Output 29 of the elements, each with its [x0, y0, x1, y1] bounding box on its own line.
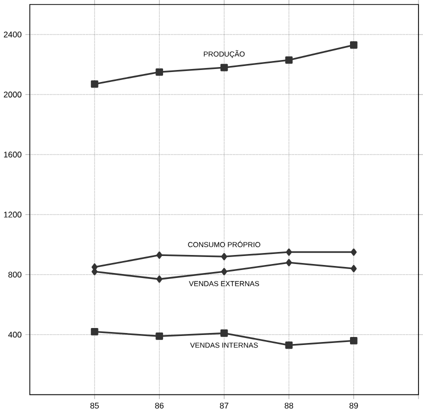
point [350, 336, 358, 344]
point [285, 56, 293, 64]
point [156, 332, 164, 340]
point [220, 329, 228, 337]
y-tick-label: 2400 [4, 32, 22, 38]
x-tick-label: 86 [155, 402, 164, 409]
y-tick-label: 800 [8, 272, 22, 278]
x-tick-label: 85 [90, 402, 99, 409]
y-tick-label: 400 [8, 332, 22, 338]
point [350, 41, 358, 49]
x-tick-label: 87 [220, 402, 228, 409]
y-tick-label: 1200 [4, 212, 22, 218]
point [90, 328, 98, 336]
point [156, 68, 164, 76]
point [220, 64, 228, 72]
point [221, 252, 228, 260]
x-tick-label: 89 [349, 402, 358, 409]
point [156, 275, 162, 283]
point [221, 268, 228, 276]
point [350, 264, 357, 272]
point [90, 80, 98, 88]
y-tick-label: 1600 [4, 152, 22, 158]
point [286, 258, 292, 266]
point [156, 251, 162, 259]
point [350, 248, 357, 256]
y-tick-label: 2000 [4, 92, 22, 98]
point [286, 248, 292, 256]
point [285, 341, 293, 349]
x-tick-label: 88 [284, 402, 294, 409]
